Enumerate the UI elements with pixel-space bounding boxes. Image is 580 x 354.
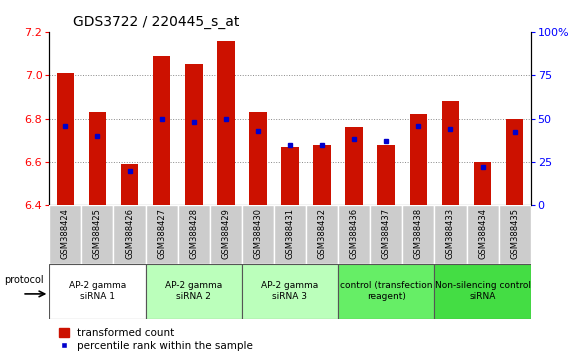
Bar [474, 162, 491, 205]
Bar [153, 56, 171, 205]
Text: AP-2 gamma
siRNA 3: AP-2 gamma siRNA 3 [262, 281, 318, 301]
Text: GSM388434: GSM388434 [478, 208, 487, 259]
Text: GSM388438: GSM388438 [414, 208, 423, 259]
Bar [409, 114, 427, 205]
Text: GSM388433: GSM388433 [446, 208, 455, 259]
Text: protocol: protocol [4, 275, 44, 285]
Text: GSM388435: GSM388435 [510, 208, 519, 259]
Text: AP-2 gamma
siRNA 1: AP-2 gamma siRNA 1 [69, 281, 126, 301]
Bar [89, 112, 106, 205]
FancyBboxPatch shape [177, 205, 210, 264]
FancyBboxPatch shape [338, 205, 370, 264]
FancyBboxPatch shape [114, 205, 146, 264]
Text: GSM388432: GSM388432 [318, 208, 327, 259]
Bar [185, 64, 202, 205]
FancyBboxPatch shape [403, 205, 434, 264]
FancyBboxPatch shape [146, 264, 242, 319]
FancyBboxPatch shape [338, 264, 434, 319]
FancyBboxPatch shape [306, 205, 338, 264]
Text: GSM388430: GSM388430 [253, 208, 262, 259]
FancyBboxPatch shape [81, 205, 114, 264]
Bar [249, 112, 267, 205]
Text: GDS3722 / 220445_s_at: GDS3722 / 220445_s_at [73, 16, 240, 29]
FancyBboxPatch shape [242, 264, 338, 319]
Text: GSM388437: GSM388437 [382, 208, 391, 259]
FancyBboxPatch shape [49, 264, 146, 319]
Bar [345, 127, 363, 205]
Bar [56, 73, 74, 205]
Text: GSM388425: GSM388425 [93, 208, 102, 258]
Bar [378, 144, 395, 205]
Text: GSM388427: GSM388427 [157, 208, 166, 259]
FancyBboxPatch shape [499, 205, 531, 264]
Bar [506, 119, 524, 205]
FancyBboxPatch shape [146, 205, 177, 264]
FancyBboxPatch shape [466, 205, 499, 264]
Bar [121, 164, 139, 205]
Text: GSM388436: GSM388436 [350, 208, 358, 259]
Text: GSM388426: GSM388426 [125, 208, 134, 259]
Text: GSM388428: GSM388428 [189, 208, 198, 259]
Bar [441, 101, 459, 205]
FancyBboxPatch shape [210, 205, 242, 264]
Bar [281, 147, 299, 205]
FancyBboxPatch shape [434, 205, 466, 264]
Text: control (transfection
reagent): control (transfection reagent) [340, 281, 433, 301]
FancyBboxPatch shape [274, 205, 306, 264]
Text: AP-2 gamma
siRNA 2: AP-2 gamma siRNA 2 [165, 281, 222, 301]
Text: Non-silencing control
siRNA: Non-silencing control siRNA [434, 281, 531, 301]
Text: GSM388431: GSM388431 [285, 208, 295, 259]
Bar [313, 144, 331, 205]
FancyBboxPatch shape [242, 205, 274, 264]
Text: GSM388429: GSM388429 [222, 208, 230, 258]
Bar [217, 40, 235, 205]
FancyBboxPatch shape [49, 205, 81, 264]
FancyBboxPatch shape [434, 264, 531, 319]
Legend: transformed count, percentile rank within the sample: transformed count, percentile rank withi… [55, 324, 258, 354]
FancyBboxPatch shape [370, 205, 403, 264]
Text: GSM388424: GSM388424 [61, 208, 70, 258]
